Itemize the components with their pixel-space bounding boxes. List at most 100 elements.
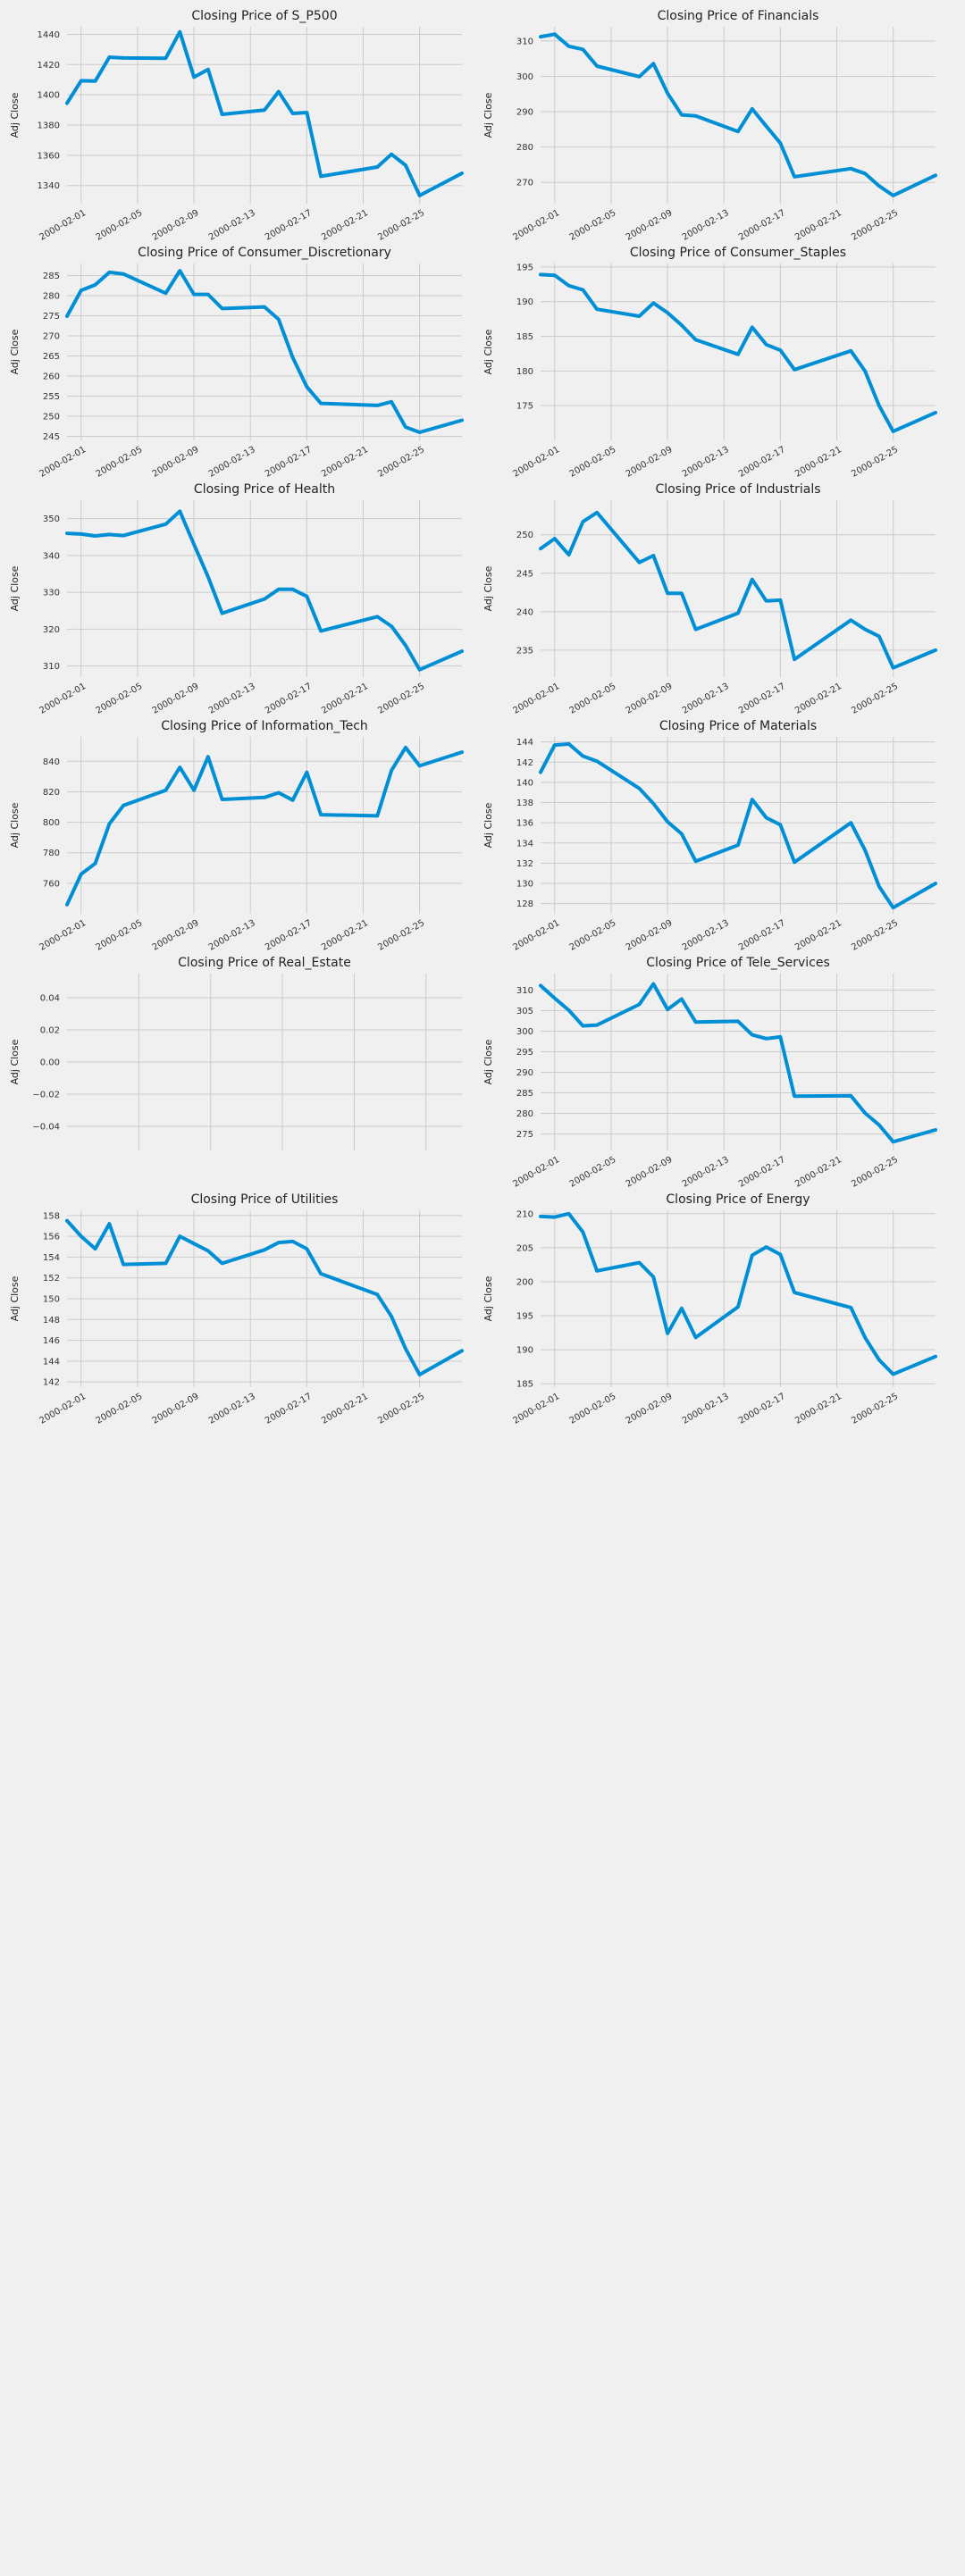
y-tick-label: 265 bbox=[43, 352, 60, 362]
x-tick-label: 2000-02-05 bbox=[568, 682, 618, 716]
x-tick-label: 2000-02-25 bbox=[376, 918, 426, 953]
x-tick-label: 2000-02-21 bbox=[320, 445, 370, 480]
y-tick-label: 245 bbox=[43, 432, 60, 442]
x-tick-label: 2000-02-09 bbox=[625, 1155, 675, 1190]
chart-title: Closing Price of Financials bbox=[658, 9, 819, 23]
y-tick-label: 140 bbox=[516, 778, 533, 788]
chart-title: Closing Price of Materials bbox=[659, 719, 817, 733]
y-tick-label: 1340 bbox=[38, 181, 60, 191]
y-tick-label: 840 bbox=[43, 757, 60, 767]
x-tick-label: 2000-02-01 bbox=[511, 1392, 561, 1426]
x-tick-label: 2000-02-17 bbox=[737, 445, 787, 480]
x-tick-label: 2000-02-01 bbox=[511, 918, 561, 953]
y-tick-label: 138 bbox=[516, 799, 533, 808]
y-tick-label: 235 bbox=[516, 646, 533, 656]
x-tick-label: 2000-02-09 bbox=[625, 682, 675, 716]
y-axis-label: Adj Close bbox=[9, 565, 21, 611]
y-tick-label: 290 bbox=[516, 1068, 533, 1078]
x-tick-label: 2000-02-01 bbox=[511, 1155, 561, 1190]
x-tick-label: 2000-02-21 bbox=[320, 918, 370, 953]
y-tick-label: 200 bbox=[516, 1277, 533, 1287]
y-tick-label: 185 bbox=[516, 332, 533, 342]
y-tick-label: 142 bbox=[43, 1378, 60, 1388]
y-tick-label: 250 bbox=[43, 413, 60, 422]
x-tick-label: 2000-02-17 bbox=[264, 918, 314, 953]
x-tick-label: 2000-02-09 bbox=[151, 208, 201, 243]
x-tick-label: 2000-02-05 bbox=[568, 1392, 618, 1426]
x-tick-label: 2000-02-13 bbox=[681, 918, 731, 953]
y-tick-label: 150 bbox=[43, 1295, 60, 1305]
y-tick-label: 142 bbox=[516, 758, 533, 768]
x-tick-label: 2000-02-05 bbox=[95, 682, 145, 716]
y-tick-label: 156 bbox=[43, 1233, 60, 1242]
plot-area bbox=[67, 500, 462, 677]
x-tick-label: 2000-02-21 bbox=[793, 208, 843, 243]
y-tick-label: 270 bbox=[43, 332, 60, 342]
y-tick-label: 310 bbox=[516, 37, 533, 46]
y-tick-label: 820 bbox=[43, 788, 60, 798]
y-tick-label: 275 bbox=[516, 1130, 533, 1140]
y-tick-label: 255 bbox=[43, 392, 60, 402]
y-tick-label: 245 bbox=[516, 569, 533, 579]
y-tick-label: 1420 bbox=[38, 61, 60, 71]
x-tick-label: 2000-02-21 bbox=[793, 1392, 843, 1426]
x-tick-label: 2000-02-13 bbox=[207, 445, 257, 480]
x-tick-label: 2000-02-05 bbox=[95, 918, 145, 953]
chart-panel: Closing Price of Information_Tech Adj Clo… bbox=[9, 719, 462, 953]
chart-title: Closing Price of Consumer_Staples bbox=[630, 246, 846, 260]
y-tick-label: 152 bbox=[43, 1274, 60, 1284]
y-axis-label: Adj Close bbox=[9, 802, 21, 848]
y-axis-label: Adj Close bbox=[9, 1039, 21, 1084]
chart-title: Closing Price of Consumer_Discretionary bbox=[138, 246, 391, 260]
y-tick-label: −0.04 bbox=[32, 1123, 60, 1133]
x-tick-label: 2000-02-21 bbox=[320, 208, 370, 243]
plot-area bbox=[541, 1210, 936, 1387]
y-tick-label: 310 bbox=[43, 662, 60, 672]
chart-title: Closing Price of Information_Tech bbox=[161, 719, 368, 733]
y-tick-label: 290 bbox=[516, 108, 533, 118]
chart-title: Closing Price of Energy bbox=[666, 1192, 810, 1207]
x-tick-label: 2000-02-17 bbox=[264, 445, 314, 480]
x-tick-label: 2000-02-01 bbox=[38, 208, 88, 243]
x-tick-label: 2000-02-21 bbox=[793, 445, 843, 480]
y-tick-label: 340 bbox=[43, 551, 60, 561]
y-tick-label: 1400 bbox=[38, 91, 60, 101]
x-tick-label: 2000-02-09 bbox=[625, 1392, 675, 1426]
y-tick-label: 760 bbox=[43, 879, 60, 889]
y-tick-label: 260 bbox=[43, 372, 60, 382]
y-tick-label: 285 bbox=[516, 1089, 533, 1099]
x-tick-label: 2000-02-05 bbox=[95, 208, 145, 243]
y-tick-label: 800 bbox=[43, 818, 60, 828]
y-tick-label: 305 bbox=[516, 1007, 533, 1016]
x-tick-label: 2000-02-01 bbox=[511, 682, 561, 716]
x-tick-label: 2000-02-13 bbox=[681, 445, 731, 480]
y-tick-label: 300 bbox=[516, 1027, 533, 1037]
y-tick-label: 295 bbox=[516, 1048, 533, 1058]
y-tick-label: 136 bbox=[516, 819, 533, 829]
y-tick-label: 350 bbox=[43, 514, 60, 524]
plot-area bbox=[67, 263, 462, 440]
y-tick-label: 1440 bbox=[38, 30, 60, 40]
y-tick-label: 148 bbox=[43, 1316, 60, 1326]
y-tick-label: 190 bbox=[516, 297, 533, 307]
x-tick-label: 2000-02-13 bbox=[681, 1392, 731, 1426]
y-tick-label: 0.02 bbox=[40, 1026, 60, 1036]
x-tick-label: 2000-02-13 bbox=[681, 208, 731, 243]
y-axis-label: Adj Close bbox=[482, 92, 494, 138]
y-axis-label: Adj Close bbox=[482, 1275, 494, 1321]
x-tick-label: 2000-02-17 bbox=[737, 918, 787, 953]
chart-title: Closing Price of Health bbox=[194, 482, 335, 497]
plot-area bbox=[67, 737, 462, 914]
x-tick-label: 2000-02-13 bbox=[207, 208, 257, 243]
x-tick-label: 2000-02-05 bbox=[568, 1155, 618, 1190]
x-tick-label: 2000-02-17 bbox=[737, 208, 787, 243]
y-axis-label: Adj Close bbox=[9, 92, 21, 138]
x-tick-label: 2000-02-05 bbox=[568, 208, 618, 243]
chart-title: Closing Price of S_P500 bbox=[191, 9, 337, 23]
x-tick-label: 2000-02-21 bbox=[320, 1392, 370, 1426]
